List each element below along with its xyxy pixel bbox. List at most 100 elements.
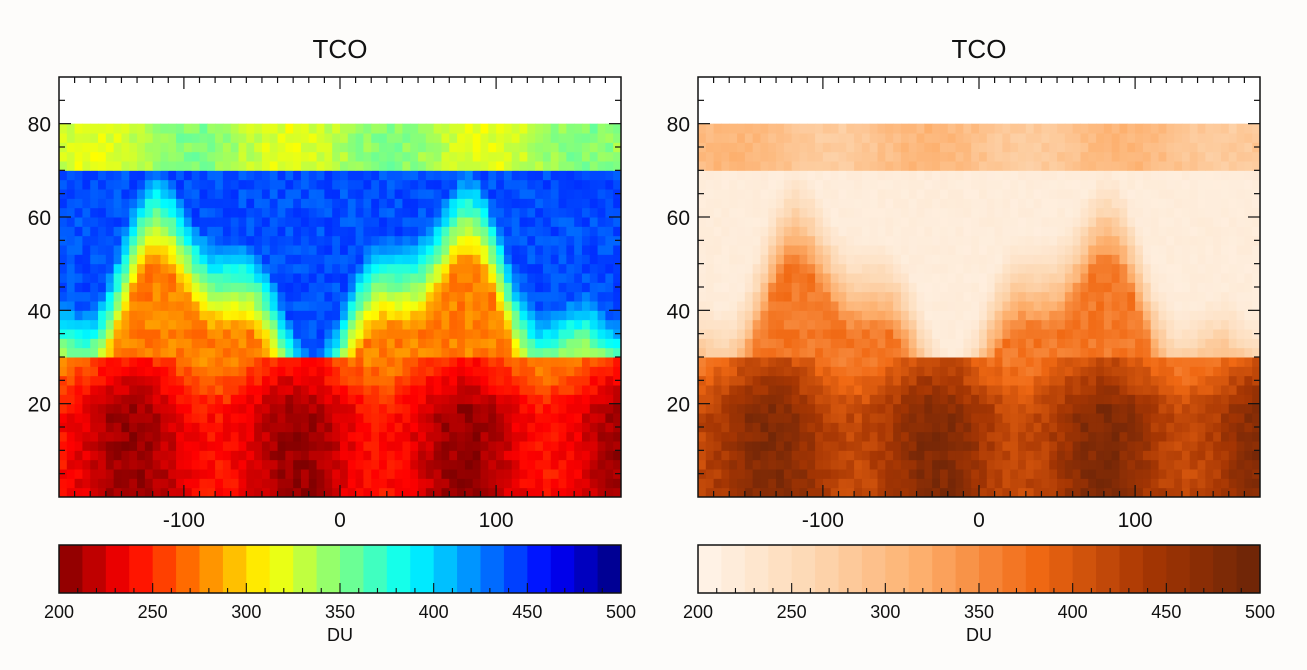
heatmap-cell	[854, 329, 863, 339]
heatmap-cell	[698, 310, 707, 321]
heatmap-cell	[1142, 282, 1152, 293]
heatmap-cell	[799, 291, 808, 302]
heatmap-cell	[830, 487, 839, 498]
heatmap-cell	[340, 422, 349, 433]
heatmap-cell	[410, 207, 419, 218]
heatmap-cell	[371, 385, 380, 395]
heatmap-cell	[861, 431, 871, 442]
heatmap-cell	[566, 441, 575, 451]
heatmap-cell	[277, 189, 286, 199]
heatmap-cell	[581, 235, 591, 246]
heatmap-cell	[1018, 413, 1027, 423]
heatmap-cell	[464, 329, 474, 339]
heatmap-cell	[1166, 459, 1175, 470]
heatmap-cell	[947, 301, 957, 311]
heatmap-cell	[332, 329, 341, 339]
heatmap-cell	[363, 217, 372, 227]
heatmap-cell	[199, 123, 208, 134]
heatmap-cell	[363, 310, 372, 321]
heatmap-cell	[783, 478, 793, 489]
heatmap-cell	[760, 282, 769, 293]
heatmap-cell	[418, 394, 427, 405]
heatmap-cell	[371, 179, 380, 190]
heatmap-cell	[1119, 450, 1128, 461]
heatmap-cell	[838, 273, 847, 283]
heatmap-cell	[511, 347, 521, 358]
heatmap-cell	[1064, 459, 1074, 470]
heatmap-cell	[1096, 338, 1105, 349]
heatmap-cell	[386, 478, 396, 489]
heatmap-cell	[581, 151, 591, 162]
heatmap-cell	[815, 375, 824, 386]
heatmap-cell	[932, 329, 941, 339]
heatmap-cell	[410, 310, 419, 321]
heatmap-cell	[776, 403, 785, 414]
heatmap-cell	[137, 254, 146, 265]
heatmap-cell	[277, 133, 286, 143]
heatmap-cell	[254, 151, 263, 162]
heatmap-cell	[371, 431, 380, 442]
heatmap-cell	[698, 450, 707, 461]
heatmap-cell	[1213, 347, 1222, 358]
heatmap-cell	[503, 375, 513, 386]
heatmap-cell	[807, 310, 816, 321]
heatmap-cell	[418, 310, 427, 321]
heatmap-cell	[1002, 385, 1011, 395]
heatmap-cell	[550, 329, 560, 339]
heatmap-cell	[433, 366, 442, 377]
heatmap-cell	[82, 282, 91, 293]
heatmap-cell	[994, 431, 1003, 442]
heatmap-cell	[869, 291, 879, 302]
heatmap-cell	[363, 403, 372, 414]
heatmap-cell	[791, 441, 800, 451]
heatmap-cell	[144, 291, 154, 302]
heatmap-cell	[1119, 385, 1128, 395]
heatmap-cell	[566, 151, 575, 162]
heatmap-cell	[246, 254, 255, 265]
heatmap-cell	[713, 403, 722, 414]
heatmap-cell	[269, 254, 279, 265]
heatmap-cell	[129, 189, 138, 199]
heatmap-cell	[1127, 394, 1136, 405]
heatmap-cell	[316, 198, 325, 209]
heatmap-cell	[1057, 291, 1066, 302]
heatmap-cell	[542, 329, 552, 339]
heatmap-cell	[160, 189, 169, 199]
heatmap-cell	[1103, 291, 1113, 302]
heatmap-cell	[939, 310, 949, 321]
heatmap-cell	[277, 431, 286, 442]
heatmap-cell	[300, 245, 310, 255]
heatmap-cell	[347, 450, 357, 461]
heatmap-cell	[386, 170, 396, 181]
heatmap-cell	[1220, 338, 1230, 349]
heatmap-cell	[300, 142, 310, 153]
heatmap-cell	[916, 245, 925, 255]
heatmap-cell	[1205, 413, 1214, 423]
heatmap-cell	[433, 151, 442, 162]
heatmap-cell	[955, 357, 964, 367]
heatmap-cell	[1236, 329, 1245, 339]
heatmap-cell	[566, 375, 575, 386]
heatmap-cell	[869, 319, 879, 330]
heatmap-cell	[457, 459, 466, 470]
heatmap-cell	[168, 347, 177, 358]
heatmap-cell	[885, 329, 894, 339]
heatmap-cell	[542, 413, 552, 423]
heatmap-cell	[160, 459, 169, 470]
heatmap-cell	[566, 329, 575, 339]
heatmap-cell	[744, 441, 754, 451]
heatmap-cell	[955, 487, 964, 498]
heatmap-cell	[581, 403, 591, 414]
heatmap-cell	[379, 394, 388, 405]
heatmap-cell	[402, 366, 411, 377]
heatmap-cell	[752, 338, 761, 349]
heatmap-cell	[581, 245, 591, 255]
heatmap-cell	[597, 273, 606, 283]
heatmap-cell	[1205, 282, 1214, 293]
heatmap-cell	[574, 170, 583, 181]
heatmap-cell	[589, 450, 599, 461]
heatmap-cell	[144, 441, 154, 451]
heatmap-cell	[1111, 310, 1120, 321]
heatmap-cell	[1119, 319, 1128, 330]
heatmap-cell	[605, 394, 614, 405]
